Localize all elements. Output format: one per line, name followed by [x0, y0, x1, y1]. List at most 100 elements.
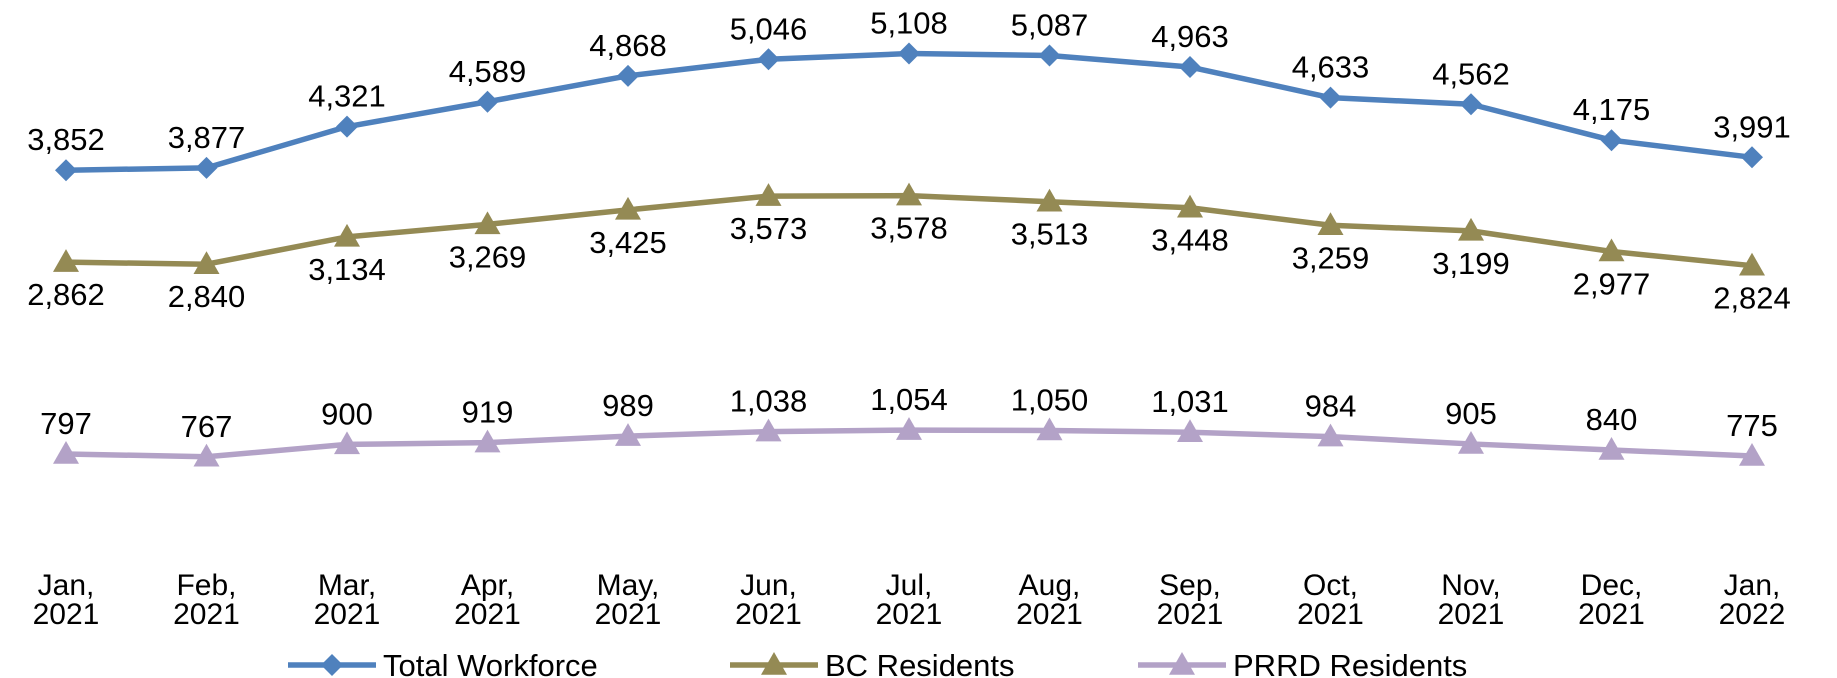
data-point	[1319, 86, 1342, 109]
x-tick-label: Apr, 2021	[454, 569, 521, 631]
data-label: 797	[40, 406, 92, 441]
legend: Total Workforce BC Residents PRRD Resident…	[288, 648, 1467, 678]
series-1	[55, 42, 1763, 182]
legend-marker	[1169, 652, 1195, 675]
data-label: 4,562	[1432, 56, 1510, 91]
data-point	[1038, 44, 1061, 67]
data-label: 3,259	[1292, 240, 1370, 275]
data-point	[1598, 436, 1625, 460]
legend-marker	[321, 654, 343, 676]
legend-label: BC Residents	[825, 648, 1015, 678]
data-label: 1,038	[730, 384, 808, 419]
data-label: 3,448	[1151, 223, 1229, 258]
data-point	[1458, 217, 1484, 241]
data-point	[1179, 56, 1201, 79]
legend-item: BC Residents	[730, 648, 1015, 678]
x-tick-label: Aug, 2021	[1016, 569, 1083, 631]
x-tick-label: Jan, 2022	[1719, 569, 1786, 631]
x-tick-label: Mar, 2021	[314, 569, 381, 631]
data-label: 1,031	[1151, 384, 1229, 419]
data-point	[896, 182, 922, 206]
data-label: 3,425	[589, 225, 667, 260]
data-label: 775	[1726, 408, 1778, 443]
data-label: 3,877	[168, 120, 246, 155]
data-label: 3,199	[1432, 246, 1510, 281]
data-point	[1598, 238, 1625, 262]
legend-item: Total Workforce	[288, 648, 598, 678]
data-label: 5,046	[730, 11, 808, 46]
x-tick-label: Jan, 2021	[33, 569, 100, 631]
data-label: 2,977	[1573, 266, 1651, 301]
data-point	[757, 48, 780, 71]
data-label: 2,824	[1713, 281, 1791, 316]
data-label: 3,578	[870, 211, 948, 246]
data-point	[1177, 419, 1203, 442]
data-label: 2,840	[168, 279, 246, 314]
data-point	[615, 196, 641, 220]
data-point	[755, 183, 782, 206]
data-point	[1036, 188, 1063, 212]
data-label: 4,321	[308, 79, 386, 114]
data-point	[1317, 212, 1344, 236]
x-tick-label: Jul, 2021	[876, 569, 943, 631]
data-point	[898, 42, 920, 65]
data-point	[1317, 423, 1344, 447]
data-point	[53, 249, 79, 272]
data-label: 919	[462, 395, 514, 430]
data-label: 989	[602, 388, 654, 423]
data-point	[336, 115, 358, 138]
data-label: 3,991	[1713, 109, 1791, 144]
data-point	[896, 417, 922, 440]
data-label: 3,852	[27, 122, 105, 157]
data-point	[1036, 417, 1063, 441]
data-label: 3,513	[1011, 217, 1089, 252]
x-tick-label: Dec, 2021	[1578, 569, 1645, 631]
data-point	[53, 440, 79, 464]
series-3	[53, 417, 1765, 467]
x-tick-label: Sep, 2021	[1157, 569, 1224, 631]
data-label: 2,862	[27, 277, 105, 312]
data-label: 4,633	[1292, 50, 1370, 85]
data-point	[617, 64, 639, 87]
data-label: 900	[321, 396, 373, 431]
data-point	[1739, 252, 1765, 276]
data-label: 767	[181, 409, 233, 444]
data-label: 1,050	[1011, 382, 1089, 417]
data-label: 3,269	[449, 239, 527, 274]
x-tick-label: Jun, 2021	[735, 569, 802, 631]
data-labels: 3,852 3,877 4,321 4,589 4,868 5,046 5,108 5,087…	[27, 6, 1791, 444]
data-point	[193, 251, 220, 274]
data-point	[476, 90, 499, 113]
x-axis: Jan, 2021 Feb, 2021 Mar, 2021 Apr, 2021 May, 2021…	[33, 569, 1786, 631]
data-label: 1,054	[870, 382, 948, 417]
data-label: 840	[1586, 402, 1638, 437]
data-label: 5,087	[1011, 7, 1089, 42]
data-label: 5,108	[870, 6, 948, 41]
legend-item: PRRD Residents	[1138, 648, 1467, 678]
data-point	[1741, 146, 1763, 169]
data-point	[1460, 93, 1482, 116]
data-point	[1600, 129, 1623, 152]
legend-marker	[761, 652, 787, 675]
data-point	[1177, 194, 1203, 218]
data-label: 905	[1445, 396, 1497, 431]
data-point	[615, 423, 641, 446]
data-label: 4,963	[1151, 19, 1229, 54]
data-point	[474, 211, 501, 235]
data-point	[1739, 443, 1765, 466]
data-point	[193, 443, 220, 467]
data-point	[474, 429, 501, 453]
data-label: 3,573	[730, 211, 808, 246]
x-tick-label: Feb, 2021	[173, 569, 240, 631]
x-tick-label: Oct, 2021	[1297, 569, 1364, 631]
legend-label: PRRD Residents	[1233, 648, 1467, 678]
series-2	[53, 182, 1765, 276]
data-label: 4,868	[589, 28, 667, 63]
data-label: 3,134	[308, 252, 386, 287]
data-label: 4,589	[449, 54, 527, 89]
data-point	[195, 156, 218, 179]
legend-label: Total Workforce	[383, 648, 598, 678]
data-point	[1458, 430, 1484, 454]
